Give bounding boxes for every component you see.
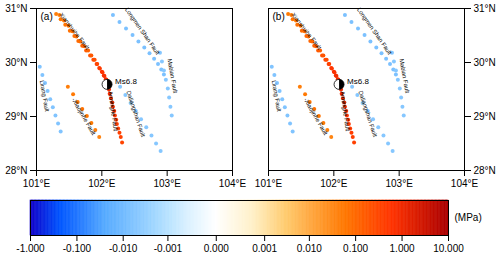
svg-text:29°N: 29°N [5,111,27,122]
svg-text:102°E: 102°E [88,178,116,189]
svg-text:-0.100: -0.100 [63,243,92,254]
svg-text:0.010: 0.010 [297,243,322,254]
svg-text:104°E: 104°E [219,178,247,189]
svg-text:Longmen Shan Fault: Longmen Shan Fault [124,7,161,56]
svg-text:101°E: 101°E [255,178,283,189]
svg-text:Mabian Fault: Mabian Fault [399,58,411,94]
svg-text:1.000: 1.000 [390,243,415,254]
svg-text:Mabian Fault: Mabian Fault [167,58,179,94]
svg-text:Anninghe Fault: Anninghe Fault [339,91,351,132]
svg-text:(b): (b) [273,11,285,22]
svg-text:Daliangshan Fault: Daliangshan Fault [358,90,379,138]
svg-text:0.000: 0.000 [204,243,229,254]
svg-text:Lirang Fault: Lirang Fault [39,80,50,113]
svg-text:Xianshuihe Fault: Xianshuihe Fault [58,12,90,51]
svg-text:31°N: 31°N [5,3,27,14]
svg-text:(a): (a) [41,11,53,22]
svg-text:104°E: 104°E [451,178,479,189]
svg-text:0.100: 0.100 [343,243,368,254]
svg-text:101°E: 101°E [23,178,51,189]
svg-text:30°N: 30°N [5,57,27,68]
svg-text:Lirang Fault: Lirang Fault [271,80,282,113]
svg-text:28°N: 28°N [5,165,27,176]
svg-text:30°N: 30°N [474,57,496,68]
svg-text:(MPa): (MPa) [455,212,482,223]
svg-text:29°N: 29°N [474,111,496,122]
svg-text:Ms6.8: Ms6.8 [347,77,369,86]
svg-text:-Xiaojinhe Fault: -Xiaojinhe Fault [71,97,97,136]
svg-text:102°E: 102°E [320,178,348,189]
svg-text:0.001: 0.001 [252,243,277,254]
svg-text:Daliangshan Fault: Daliangshan Fault [126,90,147,138]
svg-text:Ms6.8: Ms6.8 [115,77,137,86]
svg-text:-0.010: -0.010 [109,243,138,254]
svg-text:Xianshuihe Fault: Xianshuihe Fault [290,12,322,51]
svg-text:Longmen Shan Fault: Longmen Shan Fault [356,7,393,56]
svg-text:Anninghe Fault: Anninghe Fault [107,91,119,132]
svg-text:103°E: 103°E [385,178,413,189]
svg-text:-0.001: -0.001 [154,243,183,254]
svg-text:-Xiaojinhe Fault: -Xiaojinhe Fault [303,97,329,136]
svg-text:28°N: 28°N [474,165,496,176]
svg-text:10.000: 10.000 [433,243,464,254]
svg-text:31°N: 31°N [474,3,496,14]
svg-text:103°E: 103°E [153,178,181,189]
svg-text:-1.000: -1.000 [16,243,45,254]
